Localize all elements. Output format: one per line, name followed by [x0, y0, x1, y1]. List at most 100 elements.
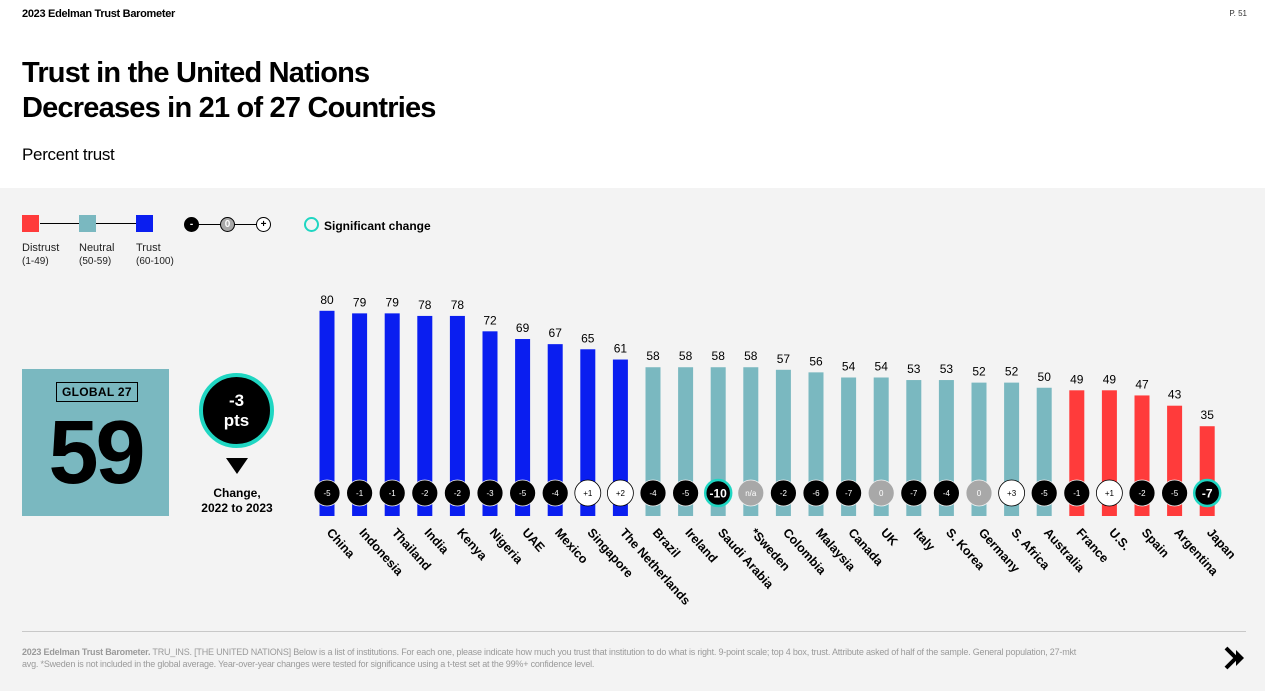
legend-change-zero-icon: 0 [220, 217, 235, 232]
value-label-colombia: 57 [777, 352, 791, 366]
change-label-france: -1 [1073, 489, 1081, 498]
change-label-india: -2 [421, 489, 429, 498]
value-label-the-netherlands: 61 [614, 342, 628, 356]
bar-thailand [384, 313, 400, 516]
change-label-italy: -7 [910, 489, 918, 498]
change-marker-singapore [574, 479, 602, 507]
value-label-thailand: 79 [386, 295, 400, 309]
change-marker-ireland [672, 479, 699, 507]
global-value: 59 [48, 403, 145, 503]
change-marker-uk [867, 479, 895, 507]
global-average-box: GLOBAL 27 59 [22, 369, 169, 516]
page-title: Trust in the United Nations Decreases in… [22, 56, 436, 126]
change-label-indonesia: -1 [356, 489, 364, 498]
category-label-india: India [422, 526, 453, 558]
change-label-u-s: +1 [1105, 489, 1115, 498]
change-marker-india [411, 479, 439, 507]
global-change-label-line-2: 2022 to 2023 [201, 501, 273, 515]
change-marker-argentina [1161, 479, 1188, 507]
change-marker-thailand [378, 479, 406, 507]
legend-distrust-swatch [22, 215, 39, 232]
global-change-badge: -3 pts [199, 373, 274, 448]
change-marker-australia [1030, 479, 1058, 507]
global-change-label-line-1: Change, [213, 486, 261, 500]
bar-uae [515, 339, 531, 516]
legend-neutral-swatch [79, 215, 96, 232]
global-change-label: Change, 2022 to 2023 [180, 486, 294, 516]
change-marker-saudi-arabia [703, 478, 733, 508]
change-label-kenya: -2 [454, 489, 462, 498]
category-label-u-s: U.S. [1106, 526, 1133, 553]
value-label-sweden: 58 [744, 349, 758, 363]
change-marker-the-netherlands [607, 479, 634, 507]
change-label-ireland: -5 [682, 489, 690, 498]
value-label-saudi-arabia: 58 [712, 349, 726, 363]
legend-distrust-range: (1-49) [22, 256, 49, 267]
category-label-spain: Spain [1139, 526, 1172, 561]
change-label-sweden: n/a [745, 489, 757, 498]
bar-the-netherlands [612, 359, 628, 516]
change-label-the-netherlands: +2 [616, 489, 626, 498]
page-number: P. 51 [1229, 9, 1247, 18]
value-label-australia: 50 [1038, 370, 1052, 384]
change-label-spain: -2 [1138, 489, 1146, 498]
change-label-japan: -7 [1202, 487, 1213, 501]
bar-mexico [547, 344, 563, 516]
value-label-uk: 54 [875, 359, 889, 373]
bar-china [319, 310, 335, 516]
legend-change-minus-icon: - [184, 217, 199, 232]
change-marker-brazil [639, 479, 667, 507]
change-marker-sweden [737, 479, 765, 507]
legend-neutral-label: Neutral [79, 242, 115, 254]
value-label-nigeria: 72 [483, 313, 497, 327]
value-label-uae: 69 [516, 321, 530, 335]
change-label-china: -5 [323, 489, 331, 498]
change-label-uk: 0 [879, 489, 884, 498]
next-page-arrow-icon[interactable] [1222, 645, 1248, 671]
value-label-germany: 52 [972, 365, 986, 379]
legend-neutral-range: (50-59) [79, 256, 112, 267]
value-label-brazil: 58 [646, 349, 660, 363]
value-label-singapore: 65 [581, 331, 595, 345]
legend-trust-range: (60-100) [136, 256, 174, 267]
bar-colombia [775, 369, 791, 516]
global-change-unit: pts [223, 411, 250, 430]
change-label-colombia: -2 [780, 489, 788, 498]
legend-trust-swatch [136, 215, 153, 232]
change-marker-spain [1128, 479, 1156, 507]
change-marker-s-africa [998, 479, 1025, 507]
brand-title: 2023 Edelman Trust Barometer [22, 8, 176, 20]
value-label-u-s: 49 [1103, 372, 1117, 386]
bar-india [417, 315, 433, 516]
bar-malaysia [808, 372, 824, 516]
change-label-mexico: -4 [552, 489, 560, 498]
header-band [0, 0, 1265, 188]
footnote-text: TRU_INS. [THE UNITED NATIONS] Below is a… [22, 647, 1077, 669]
change-marker-colombia [770, 479, 797, 507]
value-label-canada: 54 [842, 359, 856, 373]
bar-nigeria [482, 331, 498, 516]
change-marker-s-korea [933, 479, 960, 507]
significant-change-label: Significant change [324, 219, 431, 233]
title-line-2: Decreases in 21 of 27 Countries [22, 92, 436, 124]
change-label-saudi-arabia: -10 [710, 487, 728, 501]
change-marker-canada [835, 479, 862, 507]
change-marker-indonesia [346, 479, 374, 507]
change-marker-u-s [1096, 479, 1123, 507]
category-label-uae: UAE [519, 526, 547, 555]
change-label-argentina: -5 [1171, 489, 1179, 498]
change-marker-mexico [541, 479, 569, 507]
chart-band [0, 188, 1265, 691]
value-label-china: 80 [320, 293, 334, 307]
value-label-s-africa: 52 [1005, 365, 1019, 379]
value-label-japan: 35 [1201, 408, 1215, 422]
change-marker-france [1063, 479, 1091, 507]
bar-ireland [678, 367, 694, 516]
down-arrow-icon [226, 458, 248, 474]
value-label-malaysia: 56 [809, 354, 823, 368]
value-label-indonesia: 79 [353, 295, 367, 309]
value-label-france: 49 [1070, 372, 1084, 386]
value-label-s-korea: 53 [940, 362, 954, 376]
change-label-uae: -5 [519, 489, 527, 498]
